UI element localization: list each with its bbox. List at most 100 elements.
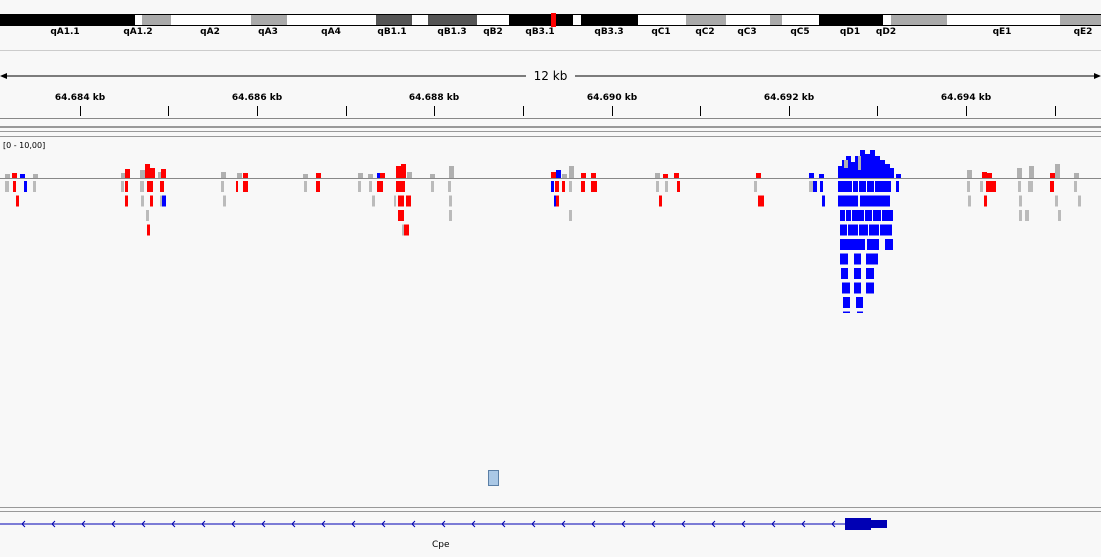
coverage-bar	[987, 173, 992, 178]
coverage-bar	[368, 174, 373, 178]
ideogram-band[interactable]	[782, 14, 819, 26]
strand-arrow	[771, 520, 776, 528]
ideogram-band[interactable]	[819, 14, 883, 26]
coverage-bar	[121, 173, 126, 178]
panel-divider	[0, 131, 1101, 132]
coverage-bar	[12, 173, 17, 178]
read	[358, 181, 361, 192]
read	[984, 195, 987, 207]
ideogram-band-label: qA2	[200, 27, 220, 37]
read	[854, 253, 861, 265]
coverage-bar	[145, 164, 150, 178]
read	[147, 181, 153, 192]
coverage-bar	[838, 166, 843, 178]
ideogram-band[interactable]	[1060, 14, 1101, 26]
strand-arrow	[531, 520, 536, 528]
ideogram-band[interactable]	[428, 14, 477, 26]
coverage-bar	[663, 174, 668, 178]
ideogram-band[interactable]	[686, 14, 726, 26]
read	[431, 181, 434, 192]
coverage-bar	[407, 172, 412, 178]
read	[398, 195, 404, 207]
ideogram-band-label: qB3.3	[594, 27, 624, 37]
read	[1078, 195, 1081, 207]
panel-divider	[0, 511, 1101, 512]
strand-arrow	[711, 520, 716, 528]
ruler-minor-tick	[700, 106, 701, 116]
ideogram-band[interactable]	[0, 14, 135, 26]
read	[569, 210, 572, 221]
ideogram-band-label: qC1	[651, 27, 671, 37]
read	[33, 181, 36, 192]
read-gap	[845, 210, 846, 221]
read	[754, 181, 757, 192]
ideogram-band[interactable]	[573, 14, 581, 26]
ideogram-band-label: qA1.1	[50, 27, 80, 37]
ideogram-band[interactable]	[287, 14, 376, 26]
ruler-minor-tick	[523, 106, 524, 116]
coverage-bar	[809, 173, 814, 178]
alignment-track[interactable]	[0, 138, 1101, 313]
coverage-bar	[875, 156, 880, 178]
read	[1028, 181, 1033, 192]
chromosome-ideogram[interactable]	[0, 13, 1101, 27]
gene-name-label[interactable]: Cpe	[432, 540, 450, 550]
ideogram-band[interactable]	[251, 14, 287, 26]
read-gap	[852, 181, 853, 192]
ideogram-band[interactable]	[509, 14, 573, 26]
scroll-handle[interactable]	[488, 470, 499, 486]
coverage-bar	[870, 150, 875, 178]
coverage-bar	[20, 174, 25, 178]
coverage-bar	[855, 156, 860, 178]
ideogram-band[interactable]	[947, 14, 1060, 26]
ruler-tick	[966, 106, 967, 116]
strand-arrow	[831, 520, 836, 528]
strand-arrow	[441, 520, 446, 528]
coverage-bar	[569, 166, 574, 178]
ideogram-band[interactable]	[142, 14, 171, 26]
read	[160, 195, 162, 207]
ideogram-band[interactable]	[883, 14, 891, 26]
strand-arrow	[351, 520, 356, 528]
ideogram-band[interactable]	[171, 14, 251, 26]
read	[1055, 195, 1058, 207]
strand-arrow	[291, 520, 296, 528]
read	[121, 181, 124, 192]
strand-arrow	[741, 520, 746, 528]
read	[141, 195, 144, 207]
current-region-marker	[551, 13, 556, 27]
read	[402, 224, 404, 236]
read	[860, 195, 890, 207]
ideogram-band[interactable]	[477, 14, 509, 26]
read	[809, 181, 813, 192]
read	[885, 239, 893, 250]
coverage-bar	[237, 173, 242, 178]
ideogram-band[interactable]	[581, 14, 638, 26]
read-gap	[881, 210, 882, 221]
coverage-bar	[358, 173, 363, 178]
coverage-bar	[880, 160, 885, 178]
ideogram-band[interactable]	[135, 14, 142, 26]
ruler-tick-label: 64.688 kb	[408, 93, 460, 103]
panel-divider	[0, 507, 1101, 508]
ideogram-band[interactable]	[638, 14, 686, 26]
ideogram-band[interactable]	[891, 14, 947, 26]
ideogram-band-label: qA1.2	[123, 27, 153, 37]
coverage-bar	[842, 160, 847, 178]
coverage-bar	[896, 174, 901, 178]
read	[854, 282, 861, 294]
read-gap	[868, 224, 869, 236]
coverage-bar	[430, 174, 435, 178]
ruler-tick-label: 64.692 kb	[763, 93, 815, 103]
strand-arrow	[21, 520, 26, 528]
read	[822, 195, 825, 207]
ruler-panel[interactable]: 12 kb 64.684 kb 64.686 kb 64.688 kb 64.690 …	[0, 50, 1101, 119]
read	[1019, 210, 1022, 221]
ideogram-band[interactable]	[726, 14, 770, 26]
read	[562, 181, 565, 192]
ideogram-band[interactable]	[412, 14, 428, 26]
ideogram-band[interactable]	[376, 14, 412, 26]
ideogram-band[interactable]	[770, 14, 782, 26]
gene-track[interactable]	[0, 510, 1101, 540]
ideogram-band-label: qE1	[992, 27, 1012, 37]
